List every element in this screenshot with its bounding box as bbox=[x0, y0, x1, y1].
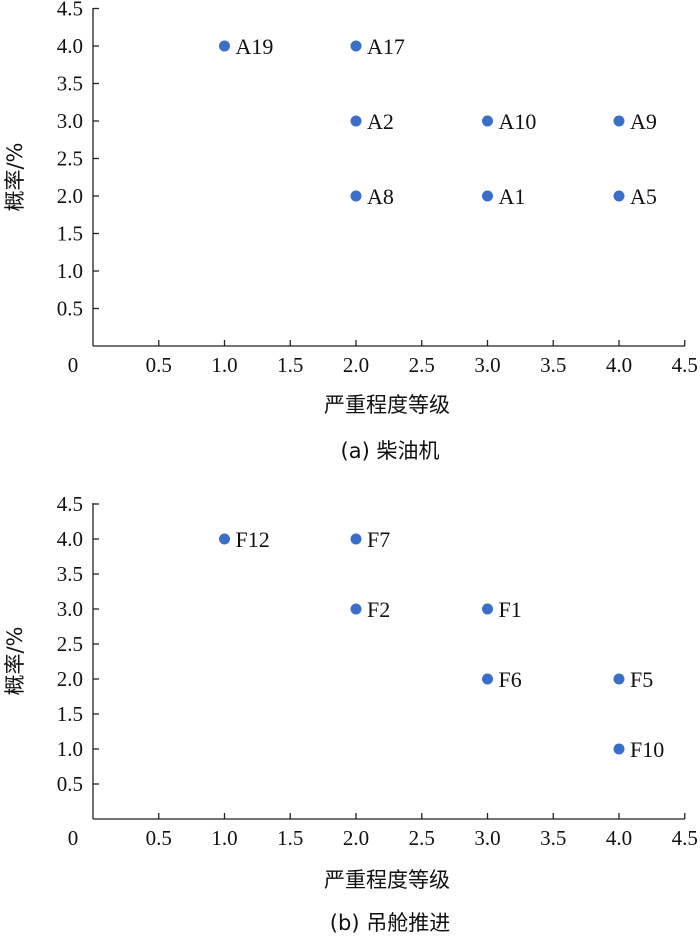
y-tick-label: 3.0 bbox=[57, 109, 83, 133]
data-point-a1 bbox=[482, 190, 493, 202]
y-axis-title: 概率/% bbox=[3, 626, 27, 695]
y-axis-title: 概率/% bbox=[3, 142, 27, 211]
data-point-f12 bbox=[219, 533, 230, 545]
data-point-f1 bbox=[482, 603, 493, 615]
x-tick-label: 2.0 bbox=[343, 353, 369, 377]
y-tick-label: 0.5 bbox=[57, 772, 83, 796]
y-tick-label: 2.5 bbox=[57, 632, 83, 656]
y-tick-label: 4.0 bbox=[57, 34, 83, 58]
point-label-f12: F12 bbox=[236, 527, 270, 552]
x-tick-label: 1.0 bbox=[211, 353, 237, 377]
x-tick-label: 0 bbox=[68, 826, 79, 850]
x-tick-label: 1.5 bbox=[277, 353, 303, 377]
data-point-f10 bbox=[613, 743, 625, 755]
point-label-f2: F2 bbox=[367, 597, 390, 622]
data-point-f5 bbox=[613, 673, 625, 685]
x-tick-label: 3.0 bbox=[474, 826, 500, 850]
x-tick-label: 1.5 bbox=[277, 826, 303, 850]
y-tick-label: 4.5 bbox=[57, 492, 83, 516]
panel-caption: (a) 柴油机 bbox=[341, 439, 440, 463]
x-tick-label: 2.5 bbox=[409, 826, 435, 850]
data-point-a5 bbox=[613, 190, 625, 202]
data-point-a17 bbox=[350, 40, 362, 52]
y-tick-label: 0.5 bbox=[57, 297, 83, 321]
x-tick-label: 2.5 bbox=[409, 353, 435, 377]
x-tick-label: 0 bbox=[68, 353, 79, 377]
y-tick-label: 1.0 bbox=[57, 259, 83, 283]
chart-panel-a: 0 0.5 1.0 1.5 2.0 2.5 3.0 3.5 4.0 4.5 0.5 1.0 1.5 2.0… bbox=[3, 0, 698, 463]
y-tick-label: 1.5 bbox=[57, 702, 83, 726]
x-tick-label: 3.5 bbox=[540, 353, 566, 377]
y-tick-label: 1.0 bbox=[57, 737, 83, 761]
x-tick-label: 4.5 bbox=[672, 826, 698, 850]
point-label-a17: A17 bbox=[367, 34, 405, 59]
y-tick-label: 3.5 bbox=[57, 72, 83, 96]
y-tick-label: 3.0 bbox=[57, 597, 83, 621]
data-point-f6 bbox=[482, 673, 493, 685]
x-tick-label: 2.0 bbox=[343, 826, 369, 850]
y-tick-label: 2.5 bbox=[57, 147, 83, 171]
data-point-a9 bbox=[613, 115, 625, 127]
point-label-f5: F5 bbox=[630, 667, 653, 692]
y-tick-label: 2.0 bbox=[57, 667, 83, 691]
data-point-f2 bbox=[350, 603, 362, 615]
point-label-a19: A19 bbox=[236, 34, 274, 59]
point-label-f7: F7 bbox=[367, 527, 390, 552]
point-label-a1: A1 bbox=[499, 184, 526, 209]
y-tick-label: 4.0 bbox=[57, 527, 83, 551]
data-point-a19 bbox=[219, 40, 230, 52]
point-label-a2: A2 bbox=[367, 109, 394, 134]
x-tick-label: 4.0 bbox=[606, 826, 632, 850]
point-label-a9: A9 bbox=[630, 109, 657, 134]
data-point-a8 bbox=[350, 190, 362, 202]
point-label-a8: A8 bbox=[367, 184, 394, 209]
chart-panel-b: 0 0.5 1.0 1.5 2.0 2.5 3.0 3.5 4.0 4.5 0.5 1.0 1.5 2.0… bbox=[3, 492, 698, 935]
data-point-a10 bbox=[482, 115, 493, 127]
y-tick-label: 2.0 bbox=[57, 184, 83, 208]
x-tick-label: 4.5 bbox=[672, 353, 698, 377]
x-tick-label: 4.0 bbox=[606, 353, 632, 377]
point-label-a5: A5 bbox=[630, 184, 657, 209]
y-tick-label: 3.5 bbox=[57, 562, 83, 586]
y-tick-label: 4.5 bbox=[57, 0, 83, 21]
x-axis-title: 严重程度等级 bbox=[324, 868, 450, 892]
x-tick-label: 0.5 bbox=[146, 826, 172, 850]
point-label-f10: F10 bbox=[630, 737, 664, 762]
point-label-a10: A10 bbox=[499, 109, 537, 134]
y-tick-label: 1.5 bbox=[57, 222, 83, 246]
x-tick-label: 1.0 bbox=[211, 826, 237, 850]
x-tick-label: 3.5 bbox=[540, 826, 566, 850]
x-tick-label: 3.0 bbox=[474, 353, 500, 377]
x-tick-label: 0.5 bbox=[146, 353, 172, 377]
point-label-f6: F6 bbox=[499, 667, 522, 692]
x-axis-title: 严重程度等级 bbox=[324, 393, 450, 417]
panel-caption: (b) 吊舱推进 bbox=[330, 911, 450, 935]
data-point-f7 bbox=[350, 533, 362, 545]
data-point-a2 bbox=[350, 115, 362, 127]
point-label-f1: F1 bbox=[499, 597, 522, 622]
